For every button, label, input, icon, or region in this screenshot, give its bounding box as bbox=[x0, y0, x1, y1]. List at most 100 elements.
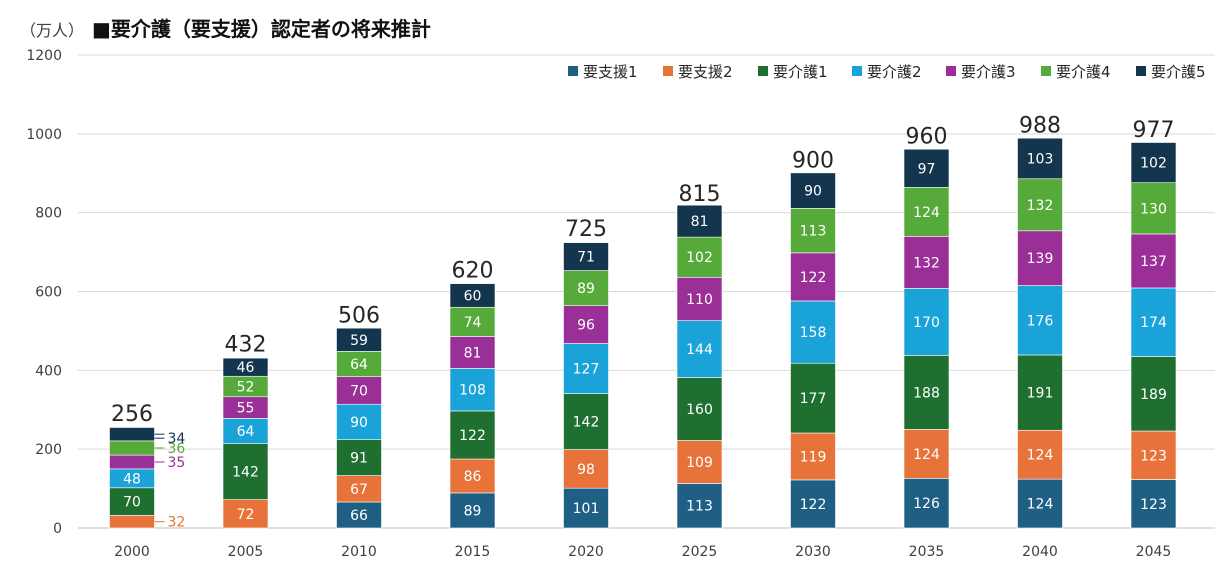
data-label: 132 bbox=[1027, 198, 1054, 214]
data-label: 170 bbox=[913, 315, 940, 331]
legend-item: 要介護5 bbox=[1136, 63, 1206, 81]
data-label: 124 bbox=[1027, 497, 1054, 513]
total-label: 256 bbox=[111, 402, 153, 427]
data-label: 124 bbox=[913, 205, 940, 221]
data-label: 109 bbox=[686, 455, 713, 471]
data-label: 35 bbox=[168, 455, 186, 471]
legend-item: 要介護3 bbox=[946, 63, 1016, 81]
y-tick-label: 1200 bbox=[26, 48, 62, 64]
data-label: 176 bbox=[1027, 313, 1054, 329]
bar-segment bbox=[336, 475, 382, 503]
bar-segment bbox=[449, 410, 496, 460]
data-label: 90 bbox=[350, 415, 368, 431]
bar-stack-2015: 89 86 122 108 81 74 60 620 bbox=[449, 259, 496, 529]
x-tick-label: 2000 bbox=[114, 544, 150, 560]
data-label: 86 bbox=[464, 469, 482, 485]
bar-segment bbox=[903, 187, 950, 237]
data-label: 160 bbox=[686, 402, 713, 418]
data-label: 144 bbox=[686, 342, 713, 358]
bar-segment bbox=[563, 305, 609, 344]
x-tick-label: 2025 bbox=[682, 544, 718, 560]
bar-segment bbox=[1130, 233, 1177, 289]
bar-segment bbox=[903, 355, 950, 430]
bar-segment bbox=[449, 283, 496, 308]
data-label: 71 bbox=[577, 250, 595, 266]
bar-segment bbox=[1130, 182, 1177, 235]
x-tick-label: 2045 bbox=[1136, 544, 1172, 560]
data-label: 130 bbox=[1140, 201, 1167, 217]
bar-stack-2010: 66 67 91 90 70 64 59 506 bbox=[336, 304, 382, 529]
data-label: 113 bbox=[686, 499, 713, 515]
bar-segment bbox=[676, 236, 723, 278]
legend-label: 要支援2 bbox=[678, 63, 733, 81]
total-label: 977 bbox=[1133, 118, 1175, 143]
data-label: 110 bbox=[686, 292, 713, 308]
total-label: 988 bbox=[1019, 114, 1061, 139]
data-label: 137 bbox=[1140, 254, 1167, 270]
data-label: 89 bbox=[464, 503, 482, 519]
data-label: 126 bbox=[913, 496, 940, 512]
bar-segment bbox=[563, 270, 609, 306]
bar-segment bbox=[449, 306, 496, 337]
total-label: 620 bbox=[452, 259, 494, 284]
data-label: 142 bbox=[573, 415, 600, 431]
y-tick-label: 1000 bbox=[26, 127, 62, 143]
bar-segment bbox=[1017, 230, 1063, 286]
data-label: 90 bbox=[804, 184, 822, 200]
data-label: 142 bbox=[232, 465, 259, 481]
x-tick-label: 2040 bbox=[1022, 544, 1058, 560]
data-label: 72 bbox=[237, 507, 255, 523]
data-label: 48 bbox=[123, 471, 141, 487]
data-label: 108 bbox=[459, 383, 486, 399]
bar-segment bbox=[676, 204, 723, 238]
data-label: 123 bbox=[1140, 448, 1167, 464]
data-label: 103 bbox=[1027, 151, 1054, 167]
total-label: 725 bbox=[565, 217, 607, 242]
bar-segment bbox=[336, 327, 382, 352]
bar-segment bbox=[903, 148, 950, 188]
legend-label: 要支援1 bbox=[583, 63, 638, 81]
legend-swatch bbox=[758, 66, 768, 76]
legend-swatch bbox=[1136, 66, 1146, 76]
legend-swatch bbox=[1041, 66, 1051, 76]
bar-segment bbox=[1130, 479, 1177, 529]
bar-stack-2045: 123 123 189 174 137 130 102 977 bbox=[1130, 118, 1177, 529]
bar-segment bbox=[1017, 478, 1063, 529]
data-label: 67 bbox=[350, 482, 368, 498]
bar-segment bbox=[1017, 285, 1063, 356]
legend-label: 要介護2 bbox=[867, 63, 922, 81]
x-axis: 2000 2005 2010 2015 2020 2025 2030 2035 2040 2045 bbox=[114, 544, 1171, 560]
legend-label: 要介護5 bbox=[1151, 63, 1206, 81]
legend-item: 要介護1 bbox=[758, 63, 828, 81]
bar-segment bbox=[109, 487, 155, 516]
bar-stack-2030: 122 119 177 158 122 113 90 900 bbox=[790, 148, 836, 529]
data-label: 139 bbox=[1027, 251, 1054, 267]
total-label: 432 bbox=[225, 333, 267, 358]
bar-segment bbox=[676, 320, 723, 378]
data-label: 124 bbox=[1027, 448, 1054, 464]
data-label: 132 bbox=[913, 255, 940, 271]
data-label: 52 bbox=[237, 379, 255, 395]
bar-segment bbox=[676, 440, 723, 484]
data-label: 55 bbox=[237, 401, 255, 417]
data-label: 122 bbox=[800, 270, 827, 286]
data-label: 97 bbox=[918, 161, 936, 177]
data-label: 36 bbox=[168, 441, 186, 457]
total-label: 815 bbox=[679, 182, 721, 207]
y-tick-label: 800 bbox=[35, 206, 62, 222]
bar-segment bbox=[790, 208, 836, 254]
bar-segment bbox=[563, 242, 609, 271]
data-label: 91 bbox=[350, 451, 368, 467]
data-label: 66 bbox=[350, 508, 368, 524]
legend-item: 要支援1 bbox=[568, 63, 638, 81]
x-tick-label: 2010 bbox=[341, 544, 377, 560]
bar-segment bbox=[109, 440, 155, 456]
bar-stack-2020: 101 98 142 127 96 89 71 725 bbox=[563, 217, 609, 529]
bar-segment bbox=[790, 432, 836, 481]
legend-label: 要介護4 bbox=[1056, 63, 1111, 81]
bar-stack-2005: 72 142 64 55 52 46 432 bbox=[222, 333, 269, 529]
bar-segment bbox=[1130, 142, 1177, 184]
data-label: 70 bbox=[123, 495, 141, 511]
data-label: 102 bbox=[686, 250, 713, 266]
